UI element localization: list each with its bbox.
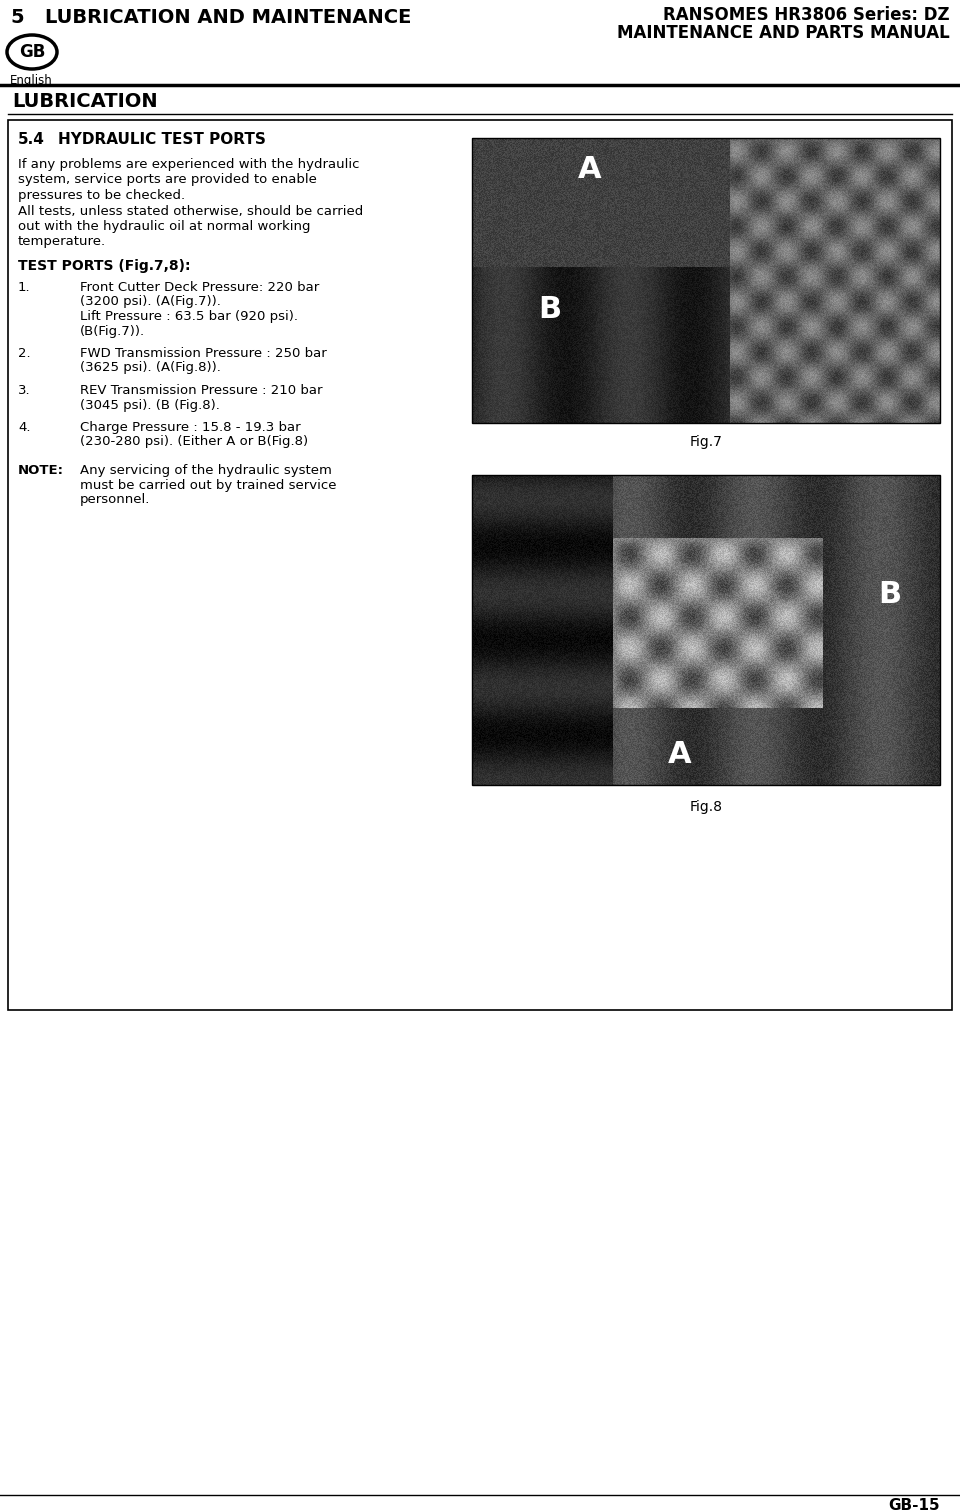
Text: A: A xyxy=(578,156,602,184)
Text: Front Cutter Deck Pressure: 220 bar: Front Cutter Deck Pressure: 220 bar xyxy=(80,281,320,295)
Text: 2.: 2. xyxy=(18,348,31,360)
Text: RANSOMES HR3806 Series: DZ: RANSOMES HR3806 Series: DZ xyxy=(663,6,950,24)
Text: system, service ports are provided to enable: system, service ports are provided to en… xyxy=(18,174,317,186)
Bar xyxy=(8,119,952,1009)
Text: LUBRICATION AND MAINTENANCE: LUBRICATION AND MAINTENANCE xyxy=(45,8,412,27)
Text: If any problems are experienced with the hydraulic: If any problems are experienced with the… xyxy=(18,159,359,171)
Text: TEST PORTS (Fig.7,8):: TEST PORTS (Fig.7,8): xyxy=(18,258,190,273)
Text: B: B xyxy=(539,295,562,323)
Text: English: English xyxy=(10,74,53,88)
Text: 3.: 3. xyxy=(18,384,31,397)
Text: All tests, unless stated otherwise, should be carried: All tests, unless stated otherwise, shou… xyxy=(18,204,363,218)
Text: 4.: 4. xyxy=(18,422,31,434)
Text: NOTE:: NOTE: xyxy=(18,464,64,477)
Text: (B(Fig.7)).: (B(Fig.7)). xyxy=(80,325,145,337)
Text: out with the hydraulic oil at normal working: out with the hydraulic oil at normal wor… xyxy=(18,221,310,233)
Text: (3200 psi). (A(Fig.7)).: (3200 psi). (A(Fig.7)). xyxy=(80,296,221,308)
Text: HYDRAULIC TEST PORTS: HYDRAULIC TEST PORTS xyxy=(58,131,266,147)
Text: must be carried out by trained service: must be carried out by trained service xyxy=(80,479,337,491)
Text: temperature.: temperature. xyxy=(18,236,107,248)
Text: Charge Pressure : 15.8 - 19.3 bar: Charge Pressure : 15.8 - 19.3 bar xyxy=(80,422,300,434)
Text: (3045 psi). (B (Fig.8).: (3045 psi). (B (Fig.8). xyxy=(80,399,220,411)
Text: REV Transmission Pressure : 210 bar: REV Transmission Pressure : 210 bar xyxy=(80,384,323,397)
Text: A: A xyxy=(668,740,692,769)
Text: FWD Transmission Pressure : 250 bar: FWD Transmission Pressure : 250 bar xyxy=(80,348,326,360)
Text: LUBRICATION: LUBRICATION xyxy=(12,92,157,110)
Text: GB: GB xyxy=(19,42,45,60)
Text: pressures to be checked.: pressures to be checked. xyxy=(18,189,185,202)
Text: 5.4: 5.4 xyxy=(18,131,45,147)
Text: 5: 5 xyxy=(10,8,24,27)
Text: GB-15: GB-15 xyxy=(888,1497,940,1511)
Text: Fig.8: Fig.8 xyxy=(689,799,723,814)
Text: Any servicing of the hydraulic system: Any servicing of the hydraulic system xyxy=(80,464,332,477)
Text: 1.: 1. xyxy=(18,281,31,295)
Text: MAINTENANCE AND PARTS MANUAL: MAINTENANCE AND PARTS MANUAL xyxy=(617,24,950,42)
Text: (230-280 psi). (Either A or B(Fig.8): (230-280 psi). (Either A or B(Fig.8) xyxy=(80,435,308,449)
Text: personnel.: personnel. xyxy=(80,493,151,506)
Text: Fig.7: Fig.7 xyxy=(689,435,723,449)
Bar xyxy=(472,474,940,786)
Text: Lift Pressure : 63.5 bar (920 psi).: Lift Pressure : 63.5 bar (920 psi). xyxy=(80,310,298,323)
Text: B: B xyxy=(878,580,901,609)
Bar xyxy=(472,138,940,423)
Text: (3625 psi). (A(Fig.8)).: (3625 psi). (A(Fig.8)). xyxy=(80,361,221,375)
